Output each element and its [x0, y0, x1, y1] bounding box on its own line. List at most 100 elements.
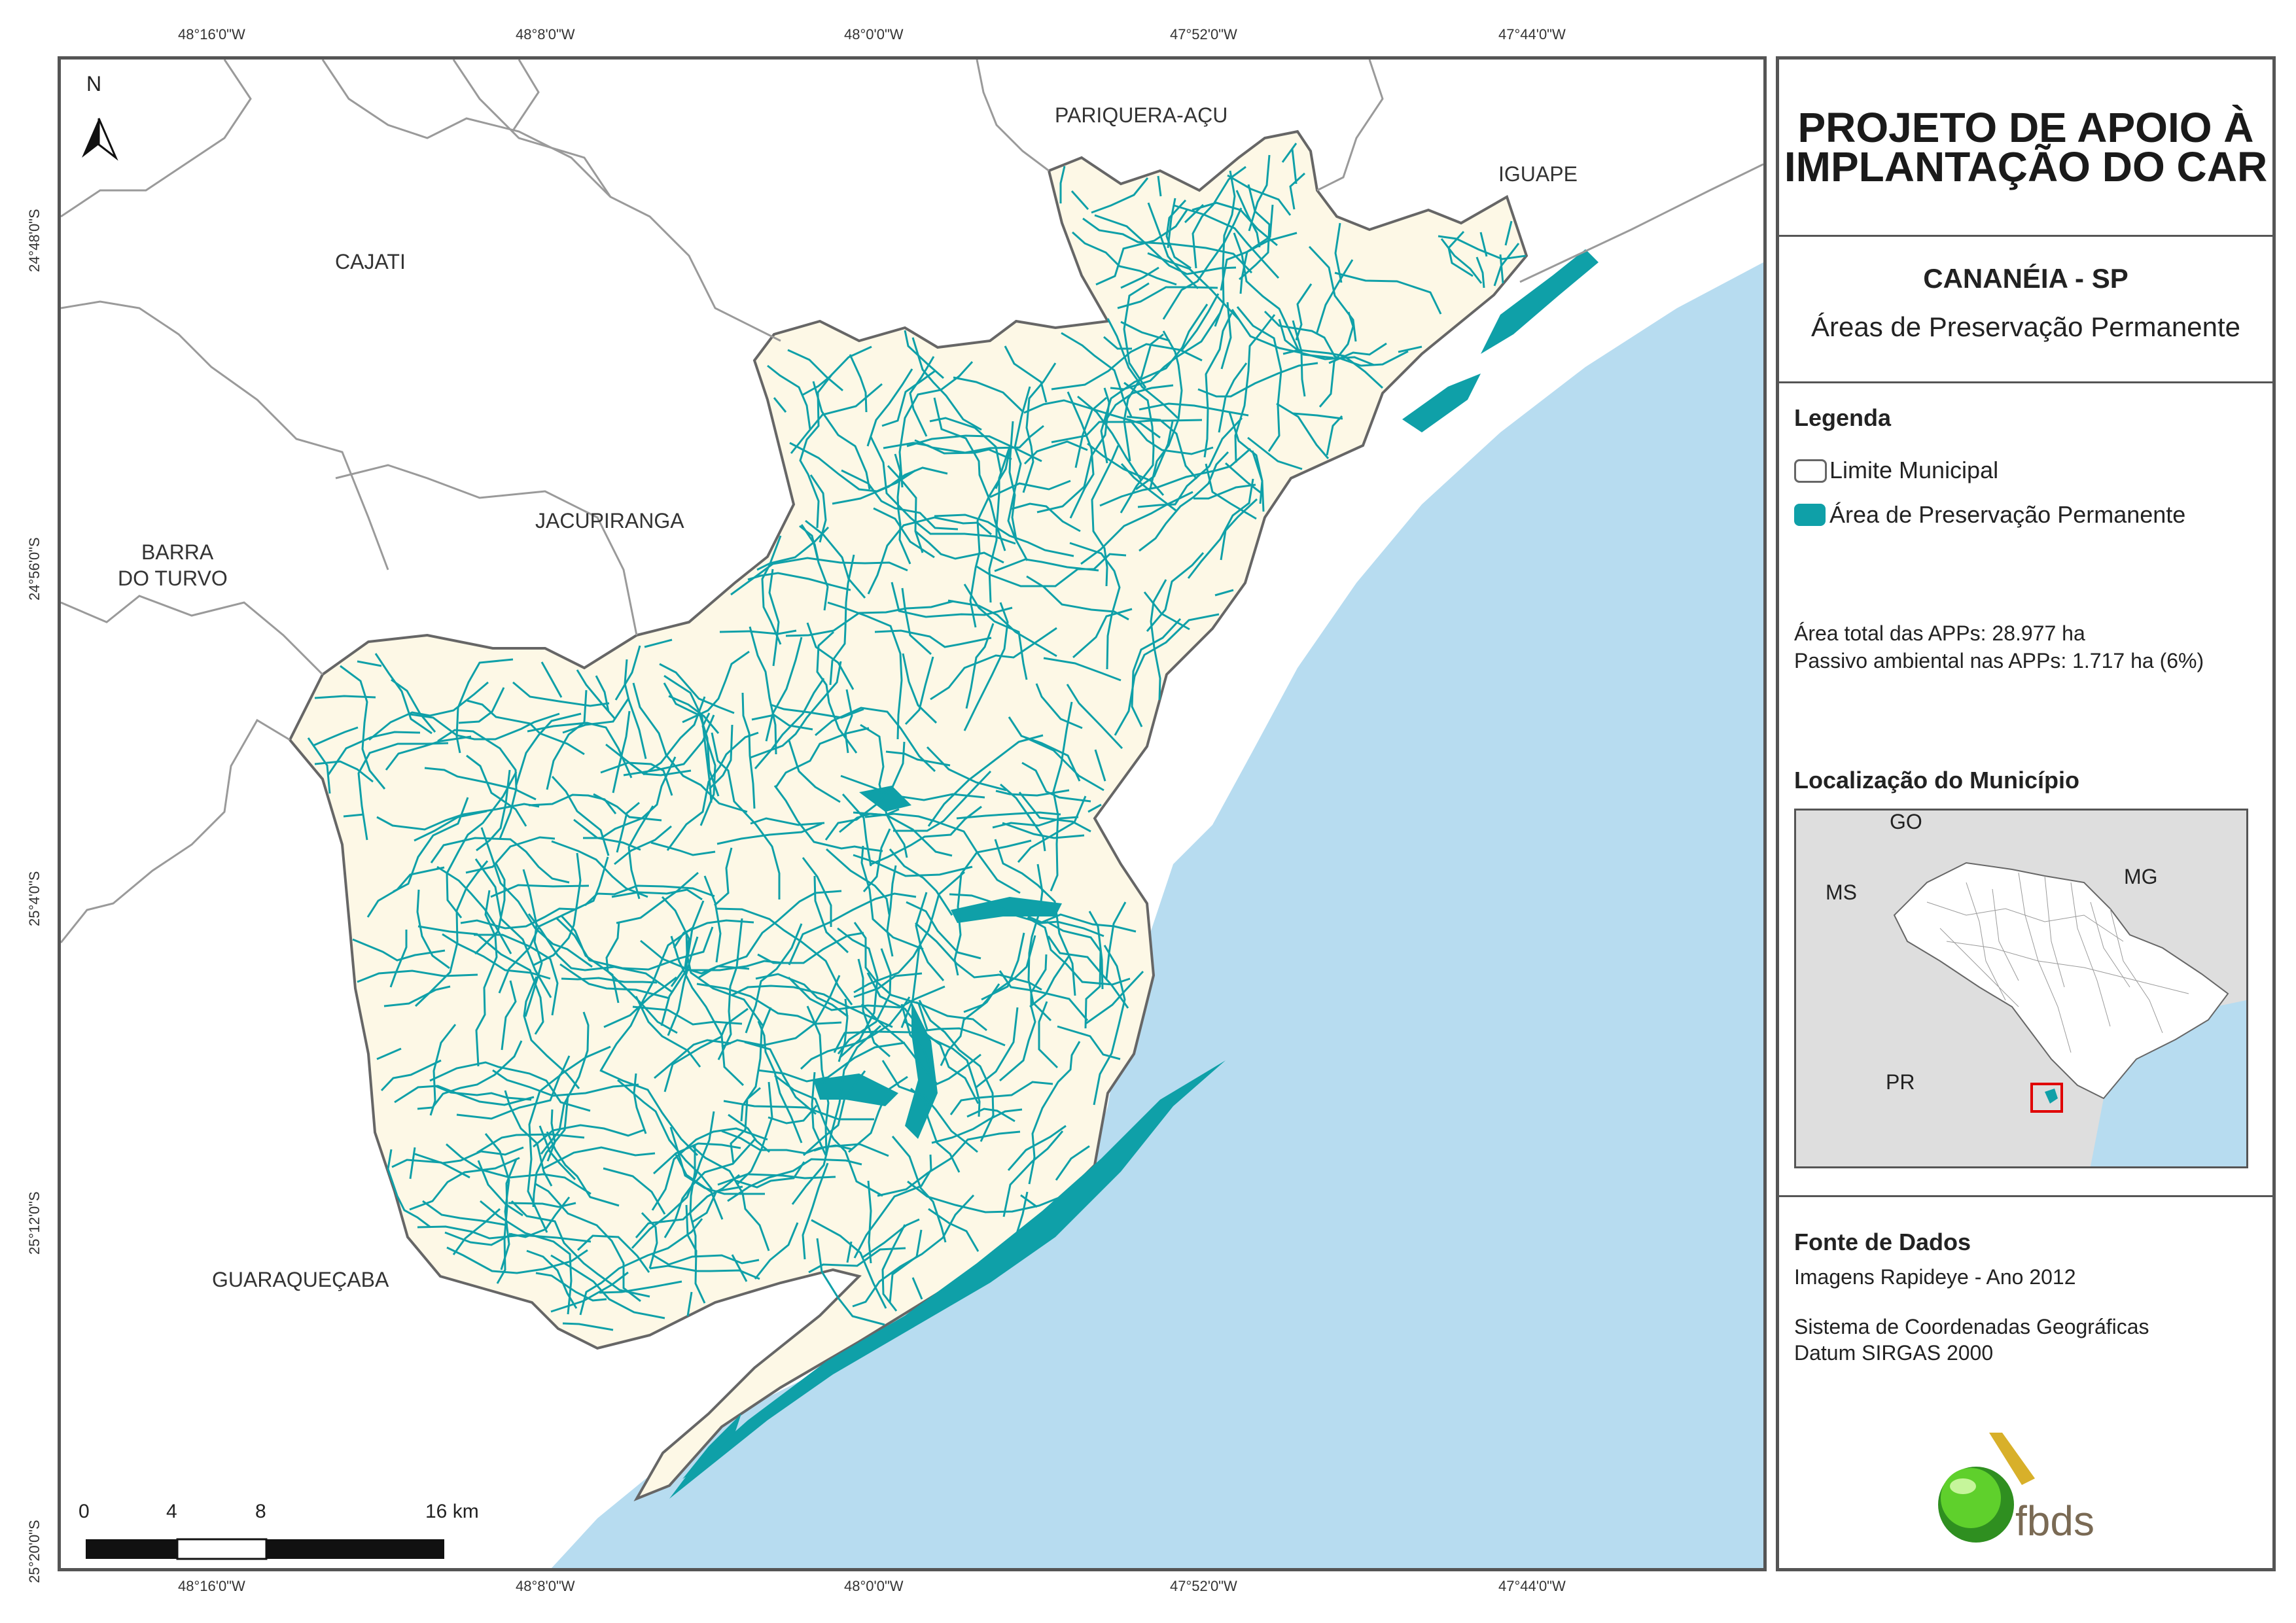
river-segment — [881, 370, 936, 427]
river-segment — [788, 740, 841, 803]
river-segment — [526, 1249, 578, 1309]
river-segment — [918, 1000, 995, 1142]
inset-label-pr: PR — [1886, 1070, 1915, 1094]
river-segment — [904, 330, 944, 379]
river-segment — [966, 1108, 1016, 1123]
river-segment — [446, 1246, 588, 1274]
river-segment — [1235, 190, 1261, 248]
river-segment — [750, 817, 825, 826]
river-segment — [1334, 271, 1442, 315]
river-segment — [534, 1182, 641, 1302]
river-segment — [391, 1159, 470, 1179]
panel-divider-1 — [1779, 235, 2272, 237]
river-segment — [757, 1021, 803, 1143]
panel-divider-2 — [1779, 381, 2272, 383]
coord-left-2: 24°56'0"S — [26, 537, 43, 601]
river-segment — [1051, 419, 1203, 444]
north-arrow — [82, 118, 118, 161]
river-segment — [789, 442, 916, 493]
river-segment — [849, 354, 868, 413]
river-segment — [1002, 1130, 1064, 1217]
sources-datum: Datum SIRGAS 2000 — [1794, 1341, 1994, 1365]
river-segment — [314, 760, 374, 783]
river-segment — [981, 932, 1025, 1001]
river-segment — [533, 852, 582, 966]
river-segment — [894, 453, 911, 565]
river-segment — [761, 535, 782, 645]
river-segment — [1023, 399, 1161, 439]
river-segment — [864, 812, 1021, 894]
river-segment — [508, 1196, 571, 1238]
river-segment — [719, 629, 797, 635]
river-segment — [853, 871, 965, 994]
river-segment — [933, 397, 1006, 551]
river-segment — [927, 734, 1044, 827]
river-segment — [1146, 551, 1205, 632]
river-segment — [735, 1081, 773, 1186]
river-segment — [1080, 491, 1193, 565]
river-segment — [811, 1219, 887, 1309]
river-segment — [1289, 172, 1306, 210]
river-segment — [340, 665, 386, 790]
river-segment — [540, 661, 563, 698]
river-segment — [1020, 1194, 1038, 1208]
coord-top-1: 48°16'0"W — [178, 26, 245, 43]
river-segment — [659, 663, 735, 714]
panel-divider-3 — [1779, 1195, 2272, 1197]
river-segment — [1035, 683, 1083, 729]
river-segment — [393, 797, 469, 893]
river-segment — [632, 1005, 743, 1026]
river-segment — [643, 696, 706, 776]
river-segment — [837, 948, 892, 1055]
river-segment — [1214, 589, 1234, 597]
river-segment — [1120, 381, 1155, 514]
river-segment — [754, 678, 825, 769]
river-segment — [889, 848, 953, 916]
river-segment — [1318, 311, 1354, 408]
river-segment — [539, 1125, 576, 1181]
river-segment — [595, 675, 610, 712]
river-segment — [560, 915, 620, 1003]
river-segment — [790, 383, 883, 454]
river-segment — [1218, 362, 1248, 433]
river-segment — [915, 1001, 987, 1032]
river-segment — [376, 1047, 402, 1060]
river-segment — [956, 811, 1061, 820]
river-segment — [869, 805, 982, 866]
legend-heading: Legenda — [1794, 404, 1892, 431]
river-segment — [901, 587, 932, 655]
river-segment — [840, 775, 985, 801]
river-segment — [885, 750, 951, 767]
river-segment — [417, 1225, 592, 1243]
river-segment — [527, 1055, 571, 1233]
label-jacupiranga: JACUPIRANGA — [535, 509, 684, 532]
scale-bar — [86, 1538, 444, 1560]
river-segment — [768, 1105, 818, 1125]
river-segment — [527, 722, 633, 778]
river-segment — [1114, 613, 1220, 736]
river-segment — [775, 727, 870, 788]
panel-title-line1: PROJETO DE APOIO À — [1797, 104, 2254, 151]
river-segment — [424, 767, 537, 801]
river-segment — [1011, 502, 1081, 532]
scale-label-0: 0 — [79, 1501, 90, 1522]
river-segment — [1055, 1145, 1090, 1181]
river-segment — [1091, 177, 1149, 214]
river-segment — [1088, 911, 1104, 990]
river-segment — [906, 434, 1042, 462]
river-segment — [911, 337, 982, 431]
river-segment — [430, 837, 570, 884]
river-segment — [906, 901, 981, 960]
river-segment — [812, 381, 871, 490]
river-segment — [627, 805, 654, 899]
river-segment — [926, 746, 1007, 792]
panel-title-line2: IMPLANTAÇÃO DO CAR — [1784, 143, 2268, 190]
location-heading: Localização do Município — [1794, 767, 2080, 794]
river-segment — [949, 893, 1104, 937]
river-segment — [773, 785, 883, 852]
river-segment — [652, 1253, 760, 1266]
river-segment — [414, 810, 487, 842]
river-segment — [444, 1231, 513, 1246]
river-segment — [429, 1061, 591, 1112]
river-segment — [456, 1045, 611, 1120]
